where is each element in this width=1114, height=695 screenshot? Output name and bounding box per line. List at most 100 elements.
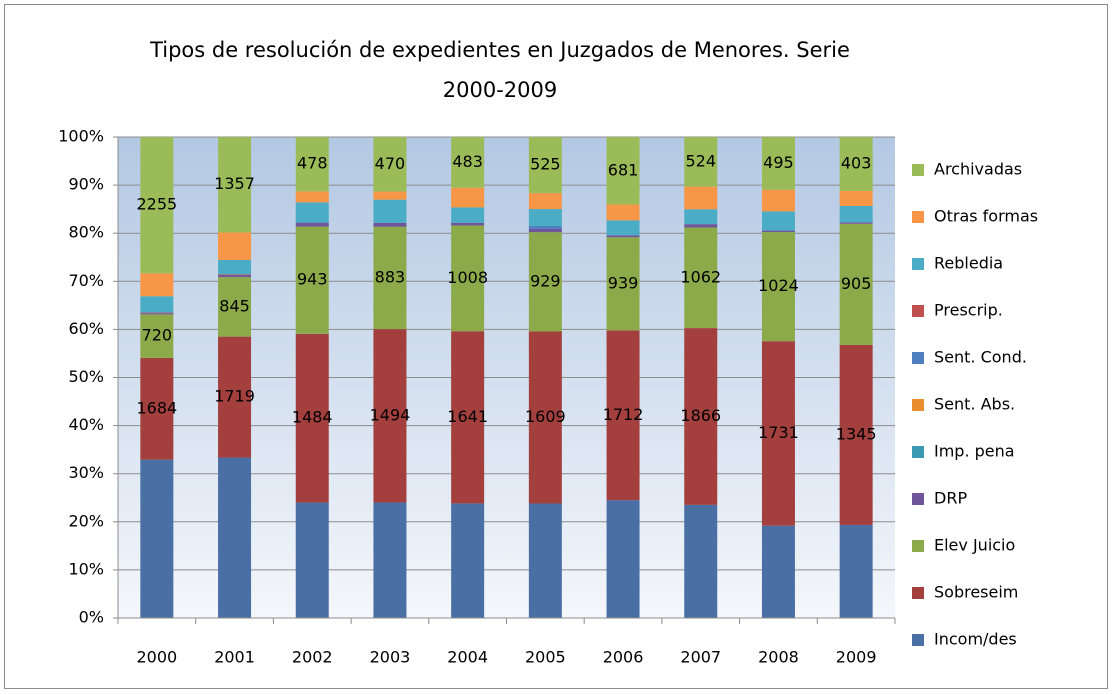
y-tick-label: 30% (68, 463, 104, 482)
bar-segment (839, 344, 873, 525)
bar-segment (839, 222, 873, 224)
bar-segment (373, 191, 407, 200)
legend-swatch (912, 305, 924, 317)
data-label: 495 (763, 153, 794, 172)
data-label: 845 (219, 296, 250, 315)
bar-segment (684, 224, 718, 228)
data-label: 1484 (292, 408, 333, 427)
data-label: 681 (608, 160, 639, 179)
legend-label: Imp. pena (934, 442, 1015, 461)
data-label: 2255 (136, 195, 177, 214)
bar-segment (839, 223, 873, 345)
y-tick-label: 50% (68, 367, 104, 386)
chart-frame (4, 4, 1108, 689)
bar-segment (684, 227, 718, 329)
x-tick-label: 2005 (525, 648, 566, 667)
bar-segment (451, 331, 485, 504)
bar-segment (761, 211, 795, 231)
bar-segment (140, 459, 174, 618)
legend-label: Elev Juicio (934, 536, 1015, 555)
bar-segment (218, 275, 252, 278)
x-tick-label: 2004 (447, 648, 488, 667)
bar-segment (528, 503, 562, 618)
bar-segment (218, 137, 252, 233)
legend-label: DRP (934, 489, 967, 508)
bar-segment (140, 313, 174, 315)
x-tick-label: 2002 (292, 648, 333, 667)
data-label: 1731 (758, 423, 799, 442)
y-tick-label: 10% (68, 559, 104, 578)
x-tick-label: 2007 (680, 648, 721, 667)
legend-swatch (912, 164, 924, 176)
bar-segment (761, 525, 795, 618)
data-label: 929 (530, 271, 561, 290)
y-tick-label: 80% (68, 223, 104, 242)
bar-segment (606, 237, 640, 331)
data-label: 939 (608, 273, 639, 292)
bar-segment (606, 500, 640, 618)
bar-segment (295, 191, 329, 203)
bar-segment (218, 457, 252, 618)
data-label: 1024 (758, 276, 799, 295)
y-tick-label: 90% (68, 175, 104, 194)
bar-segment (761, 189, 795, 212)
bar-segment (218, 336, 252, 458)
bar-segment (140, 273, 174, 297)
bar-segment (528, 228, 562, 233)
chart-title: Tipos de resolución de expedientes en Ju… (150, 38, 850, 102)
legend-swatch (912, 211, 924, 223)
bar-segment (451, 222, 485, 226)
bar-segment (373, 226, 407, 330)
bar-segment (684, 186, 718, 210)
data-label: 883 (375, 267, 406, 286)
legend-label: Rebledia (934, 254, 1003, 273)
bar-segment (528, 331, 562, 504)
legend-label: Otras formas (934, 207, 1038, 226)
bar-segment (140, 357, 174, 460)
data-label: 403 (841, 153, 872, 172)
bar-segment (140, 137, 174, 274)
legend-label: Sobreseim (934, 583, 1018, 602)
bar-segment (140, 314, 174, 358)
bar-segment (606, 204, 640, 221)
bar-segment (451, 225, 485, 332)
data-label: 470 (375, 154, 406, 173)
bar-segment (684, 209, 718, 225)
bar-segment (373, 222, 407, 227)
x-tick-label: 2008 (758, 648, 799, 667)
bar-segment (451, 503, 485, 618)
y-tick-label: 100% (58, 127, 104, 146)
data-label: 483 (452, 152, 483, 171)
x-tick-label: 2006 (603, 648, 644, 667)
bar-segment (528, 209, 562, 226)
legend-swatch (912, 399, 924, 411)
legend-swatch (912, 258, 924, 270)
data-label: 1609 (525, 407, 566, 426)
bar-segment (295, 202, 329, 223)
bar-segment (218, 277, 252, 337)
legend-swatch (912, 493, 924, 505)
bar-segment (528, 137, 562, 194)
bar-segment (839, 524, 873, 618)
bar-segment (761, 137, 795, 190)
bar-segment (761, 230, 795, 233)
data-label: 524 (685, 151, 716, 170)
bar-segment (761, 341, 795, 526)
y-tick-label: 20% (68, 511, 104, 530)
legend-label: Sent. Abs. (934, 395, 1015, 414)
bar-segment (528, 193, 562, 210)
bar-segment (140, 296, 174, 313)
bar-segment (373, 502, 407, 618)
bar-segment (295, 222, 329, 227)
x-tick-label: 2000 (136, 648, 177, 667)
y-tick-label: 40% (68, 415, 104, 434)
legend-swatch (912, 634, 924, 646)
data-label: 1008 (447, 268, 488, 287)
data-label: 720 (142, 326, 173, 345)
data-label: 1866 (680, 406, 721, 425)
data-label: 1494 (370, 405, 411, 424)
bar-segment (295, 226, 329, 334)
bar-segment (218, 274, 252, 276)
